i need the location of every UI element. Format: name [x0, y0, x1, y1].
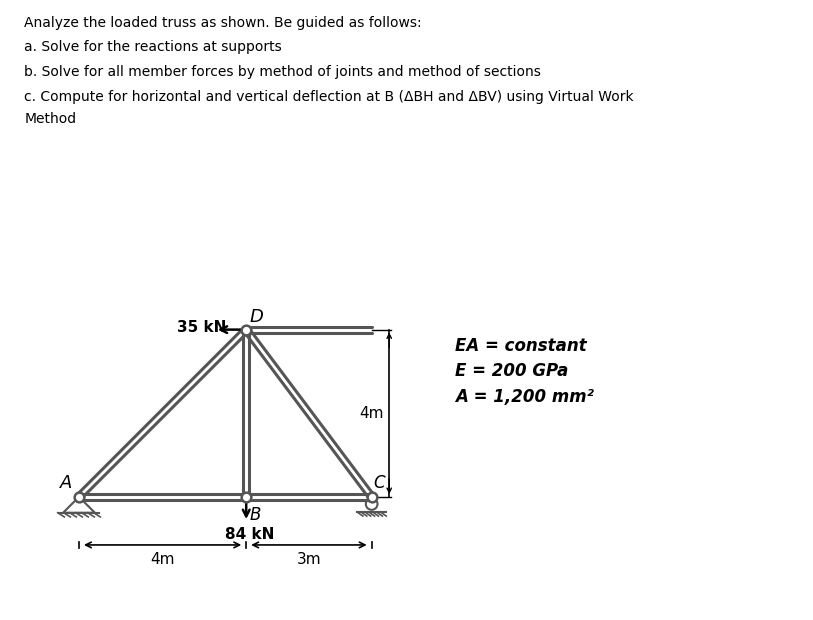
- Text: B: B: [250, 506, 261, 524]
- Text: 35 kN: 35 kN: [177, 320, 227, 335]
- Text: A: A: [60, 474, 72, 492]
- Text: b. Solve for all member forces by method of joints and method of sections: b. Solve for all member forces by method…: [24, 65, 541, 79]
- Text: a. Solve for the reactions at supports: a. Solve for the reactions at supports: [24, 40, 282, 55]
- Text: C: C: [374, 474, 385, 492]
- Text: E = 200 GPa: E = 200 GPa: [455, 363, 568, 381]
- Text: D: D: [250, 308, 263, 326]
- Text: 4m: 4m: [150, 552, 175, 567]
- Text: A = 1,200 mm²: A = 1,200 mm²: [455, 388, 594, 405]
- Text: Analyze the loaded truss as shown. Be guided as follows:: Analyze the loaded truss as shown. Be gu…: [24, 16, 422, 30]
- Text: Method: Method: [24, 112, 76, 126]
- Text: c. Compute for horizontal and vertical deflection at B (ΔBH and ΔBV) using Virtu: c. Compute for horizontal and vertical d…: [24, 90, 634, 104]
- Text: EA = constant: EA = constant: [455, 337, 587, 355]
- Text: 84 kN: 84 kN: [225, 527, 274, 542]
- Text: 4m: 4m: [359, 405, 385, 421]
- Text: 3m: 3m: [297, 552, 321, 567]
